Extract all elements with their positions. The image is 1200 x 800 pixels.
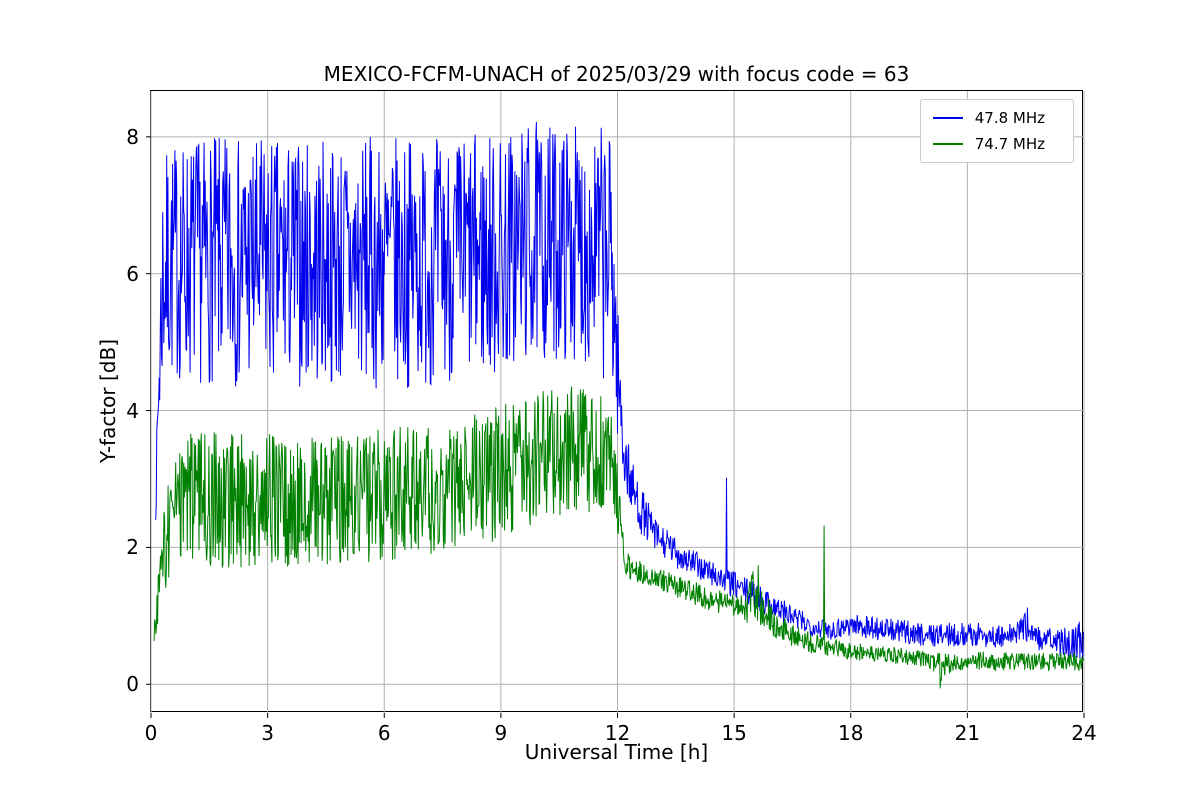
x-tick-label: 0 (144, 721, 158, 745)
x-axis-label: Universal Time [h] (524, 740, 709, 764)
plot-canvas (146, 91, 1085, 718)
x-tick-label: 3 (261, 721, 274, 745)
x-tick-label: 15 (721, 721, 747, 745)
chart-title: MEXICO-FCFM-UNACH of 2025/03/29 with foc… (323, 62, 910, 86)
x-tick-label: 12 (604, 721, 631, 745)
y-tick-label: 8 (126, 124, 139, 149)
series-line-1 (153, 386, 1085, 689)
legend-label: 74.7 MHz (974, 135, 1045, 153)
x-tick-label: 9 (494, 721, 508, 745)
y-axis-label: Y-factor [dB] (96, 338, 120, 464)
x-tick-label: 18 (838, 721, 864, 745)
legend-line-swatch-green (932, 143, 963, 145)
legend-label: 47.8 MHz (974, 109, 1045, 127)
y-tick-label: 4 (126, 398, 139, 423)
legend: 47.8 MHz 74.7 MHz (919, 99, 1074, 163)
plot-area: 47.8 MHz 74.7 MHz 0 3 6 9 12 15 18 21 24 0 2 4 6 8 (126, 90, 1097, 745)
legend-item: 74.7 MHz (932, 135, 1059, 153)
x-tick-label: 24 (1071, 721, 1097, 745)
legend-item: 47.8 MHz (932, 109, 1059, 127)
x-tick-label: 21 (954, 721, 981, 745)
y-tick-label: 6 (126, 261, 139, 286)
y-tick-label: 2 (126, 535, 139, 560)
x-tick-label: 6 (377, 721, 391, 745)
series-line-0 (155, 121, 1084, 658)
legend-line-swatch-blue (932, 117, 963, 119)
y-tick-label: 0 (126, 672, 139, 697)
